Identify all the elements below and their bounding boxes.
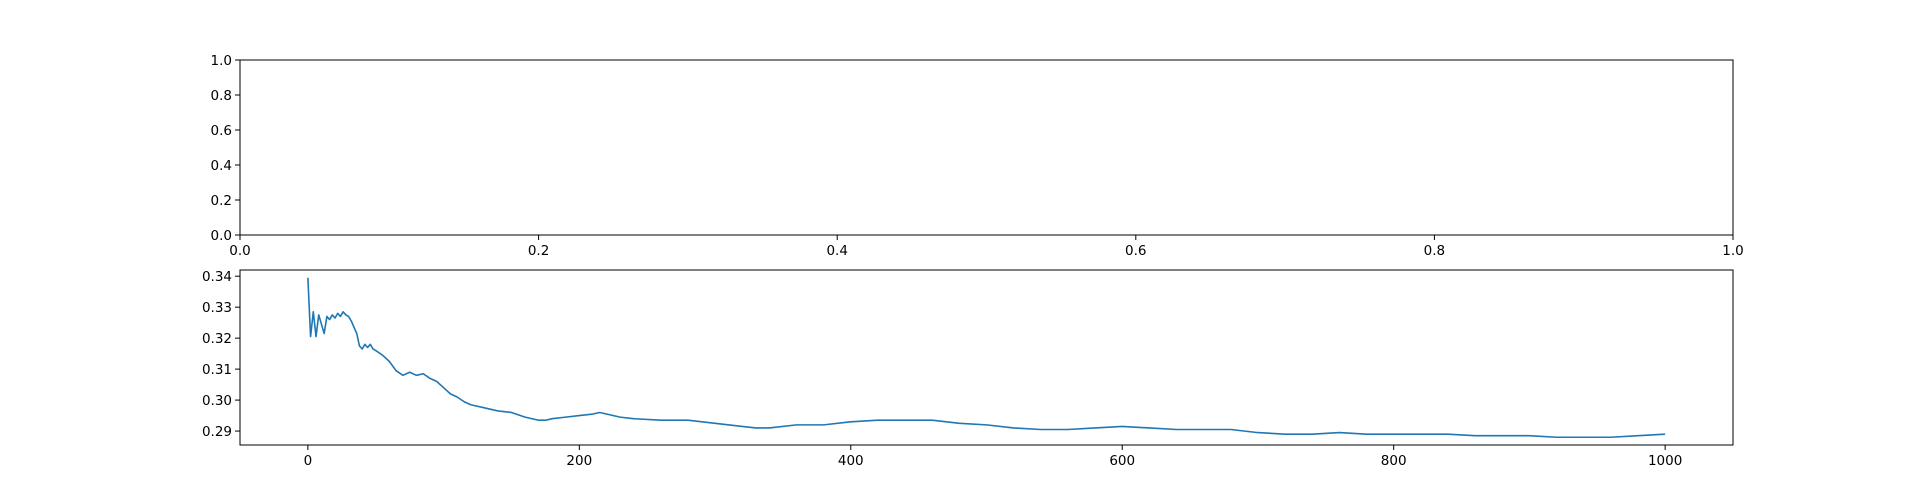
bottom-y-ticks: 0.29 0.30 0.31 0.32 0.33 0.34 (202, 269, 240, 440)
x-tick-label: 0.0 (229, 243, 250, 259)
x-tick-label: 600 (1109, 453, 1135, 469)
y-tick-label: 0.2 (211, 193, 232, 209)
top-x-ticks: 0.0 0.2 0.4 0.6 0.8 1.0 (229, 235, 1744, 259)
y-tick-label: 0.29 (202, 424, 232, 440)
x-tick-label: 0.6 (1125, 243, 1146, 259)
y-tick-label: 0.4 (211, 158, 232, 174)
x-tick-label: 0.8 (1424, 243, 1445, 259)
x-tick-label: 1000 (1648, 453, 1682, 469)
x-tick-label: 800 (1381, 453, 1407, 469)
y-tick-label: 0.31 (202, 362, 232, 378)
y-tick-label: 0.34 (202, 269, 232, 285)
y-tick-label: 0.6 (211, 123, 232, 139)
top-y-ticks: 0.0 0.2 0.4 0.6 0.8 1.0 (211, 53, 240, 244)
top-axes: 0.0 0.2 0.4 0.6 0.8 1.0 0.0 0.2 0.4 0.6 0.8 1.0 (211, 53, 1744, 259)
y-tick-label: 0.0 (211, 228, 232, 244)
y-tick-label: 0.30 (202, 393, 232, 409)
x-tick-label: 1.0 (1722, 243, 1743, 259)
y-tick-label: 0.32 (202, 331, 232, 347)
x-tick-label: 400 (838, 453, 864, 469)
x-tick-label: 200 (566, 453, 592, 469)
bottom-plot-frame (239, 269, 1734, 446)
x-tick-label: 0.4 (826, 243, 847, 259)
bottom-axes: 0 200 400 600 800 1000 0.290.300.310.320.330.… (202, 269, 1734, 469)
x-tick-label: 0 (304, 453, 313, 469)
y-tick-label: 1.0 (211, 53, 232, 69)
series-line (307, 277, 1666, 439)
y-tick-label: 0.33 (202, 300, 232, 316)
x-tick-label: 0.2 (528, 243, 549, 259)
bottom-x-ticks: 0 200 400 600 800 1000 (304, 445, 1682, 469)
y-tick-label: 0.8 (211, 88, 232, 104)
top-plot-frame (239, 59, 1734, 236)
